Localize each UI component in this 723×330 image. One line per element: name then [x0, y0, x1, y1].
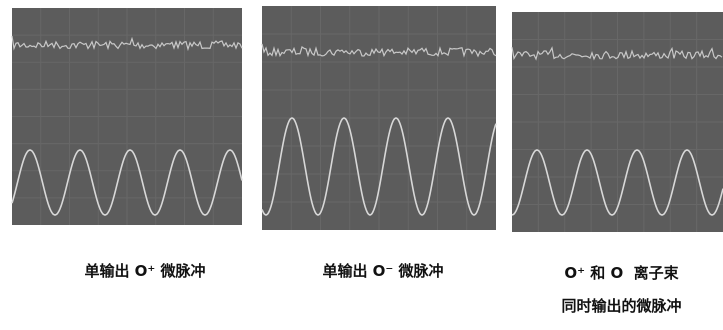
caption: 单输出 O⁺ 微脉冲: [20, 260, 270, 281]
caption: 同时输出的微脉冲: [520, 295, 723, 316]
caption: 单输出 O⁻ 微脉冲: [268, 260, 498, 281]
caption: O⁺ 和 O 离子束: [520, 262, 723, 283]
oscilloscope-photos: [0, 0, 723, 240]
figure: 单输出 O⁺ 微脉冲 单输出 O⁻ 微脉冲 O⁺ 和 O 离子束 同时输出的微脉…: [0, 0, 723, 330]
